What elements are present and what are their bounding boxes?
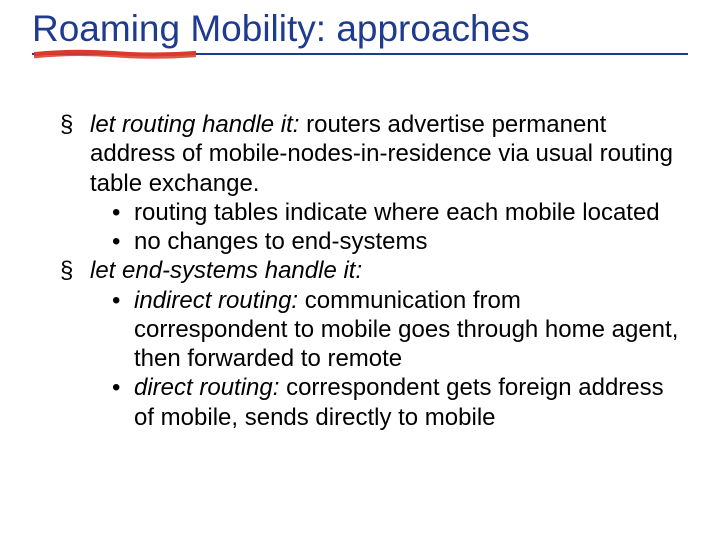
bullet-lead: let routing handle it: (90, 111, 299, 138)
slide: Roaming Mobility: approaches let routing… (0, 0, 720, 540)
subbullet-text: no changes to end-systems (134, 228, 428, 255)
bullet-item: let routing handle it: routers advertise… (60, 110, 680, 256)
bullet-lead: let end-systems handle it: (90, 257, 362, 284)
subbullet-lead: indirect routing: (134, 287, 298, 314)
content-area: let routing handle it: routers advertise… (60, 110, 680, 432)
bullet-list-level2: routing tables indicate where each mobil… (90, 198, 680, 257)
bullet-list-level1: let routing handle it: routers advertise… (60, 110, 680, 432)
subbullet-item: indirect routing: communication from cor… (112, 286, 680, 374)
slide-title: Roaming Mobility: approaches (32, 8, 688, 55)
subbullet-item: no changes to end-systems (112, 227, 680, 256)
subbullet-text: routing tables indicate where each mobil… (134, 199, 660, 226)
subbullet-lead: direct routing: (134, 374, 279, 401)
bullet-item: let end-systems handle it: indirect rout… (60, 256, 680, 432)
subbullet-item: routing tables indicate where each mobil… (112, 198, 680, 227)
subbullet-item: direct routing: correspondent gets forei… (112, 373, 680, 432)
bullet-list-level2: indirect routing: communication from cor… (90, 286, 680, 432)
title-wrap: Roaming Mobility: approaches (32, 8, 688, 55)
